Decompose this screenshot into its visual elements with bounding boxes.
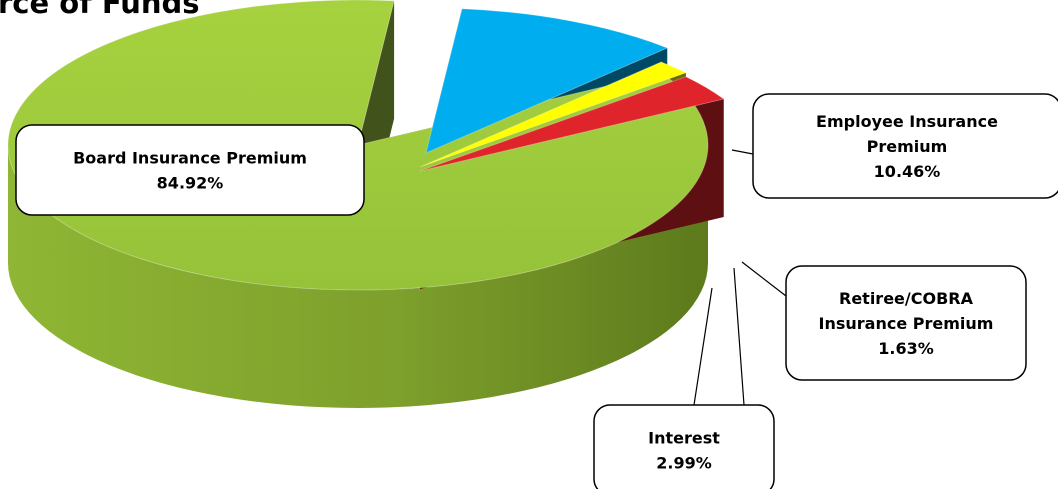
retiree-cobra-insurance-premium-percent-label: 1.63% [878,339,934,358]
retiree-cobra-insurance-premium-slice [419,61,688,168]
employee-insurance-premium-label: Premium [867,137,948,156]
interest-percent-label: 2.99% [656,454,712,473]
leader-line [693,287,713,406]
employee-insurance-premium-callout-box [752,93,1058,199]
interest-label: Interest [648,429,720,448]
leader-line [741,261,787,297]
chart-title: rce of Funds [0,0,200,20]
leader-line [733,267,745,406]
board-insurance-premium-label: Board Insurance Premium [73,149,307,168]
interest-callout-box [593,404,775,489]
retiree-cobra-insurance-premium-label: Insurance Premium [819,314,994,333]
board-insurance-premium-callout-box [15,124,365,216]
employee-insurance-premium-slice [425,8,669,154]
employee-insurance-premium-percent-label: 10.46% [874,162,941,181]
callout-layer: Board Insurance Premium 84.92% Employee In… [15,93,1058,489]
employee-insurance-premium-label: Employee Insurance [816,112,998,131]
board-insurance-premium-percent-label: 84.92% [157,174,224,193]
retiree-cobra-insurance-premium-callout-box [785,265,1027,381]
interest-slice [419,76,725,172]
retiree-cobra-insurance-premium-label: Retiree/COBRA [839,289,974,308]
board-insurance-premium-side [8,145,708,408]
